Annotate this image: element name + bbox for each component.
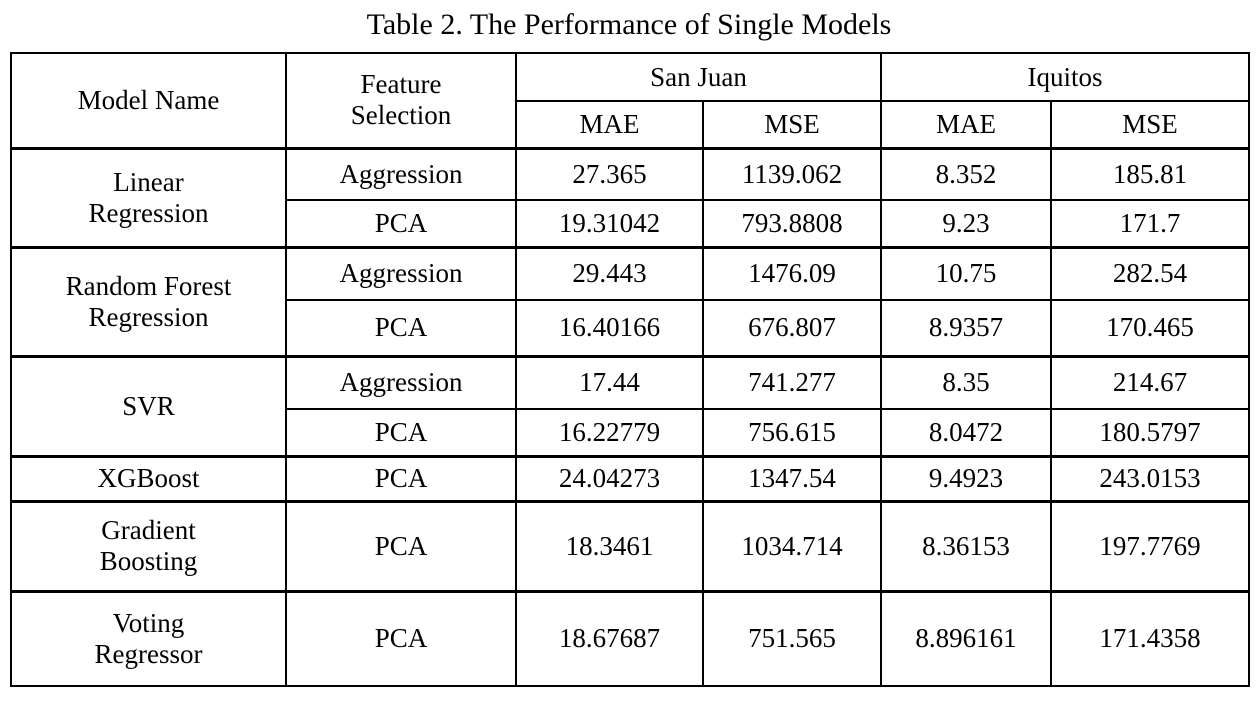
model-name-line: Random Forest xyxy=(65,270,232,301)
san-juan-mae-cell: 16.40166 xyxy=(515,299,704,357)
model-name-cell: Linear Regression xyxy=(10,146,287,248)
model-name-line: Gradient xyxy=(101,515,196,545)
iquitos-mae-cell: 8.36153 xyxy=(880,499,1052,592)
san-juan-mse-cell: 741.277 xyxy=(702,354,882,410)
iquitos-mae-cell: 8.0472 xyxy=(880,408,1052,457)
header-row-groups: Model Name Feature Selection San Juan Iq… xyxy=(10,52,1251,149)
model-name-line: Boosting xyxy=(99,546,198,576)
table-caption: Table 2. The Performance of Single Model… xyxy=(366,8,892,41)
san-juan-mae-cell: 29.443 xyxy=(515,245,704,301)
iquitos-mse-cell: 171.7 xyxy=(1049,199,1251,248)
header-san-juan: San Juan xyxy=(515,52,882,102)
iquitos-mae-cell: 8.896161 xyxy=(880,589,1052,687)
iquitos-mae-cell: 8.35 xyxy=(880,354,1052,410)
iquitos-mse-cell: 197.7769 xyxy=(1049,499,1251,592)
san-juan-mae-cell: 18.67687 xyxy=(515,589,704,687)
header-model-name: Model Name xyxy=(10,52,287,149)
san-juan-mse-cell: 756.615 xyxy=(702,408,882,457)
header-row-metrics: MAE MSE MAE MSE xyxy=(11,100,1251,149)
table-row: Linear Regression Aggression 27.365 1139… xyxy=(10,146,1251,248)
model-name-line: Linear xyxy=(113,166,184,197)
performance-table: Model Name Feature Selection San Juan Iq… xyxy=(10,52,1251,687)
san-juan-mae-cell: 19.31042 xyxy=(515,199,704,248)
table-row: PCA 16.22779 756.615 8.0472 180.5797 xyxy=(11,408,1251,457)
san-juan-mse-cell: 1034.714 xyxy=(702,499,882,592)
san-juan-mae-cell: 17.44 xyxy=(515,354,704,410)
model-name-cell: XGBoost xyxy=(10,454,287,502)
san-juan-mae-cell: 24.04273 xyxy=(515,454,704,502)
header-san-juan-mae: MAE xyxy=(515,100,704,149)
iquitos-mae-cell: 10.75 xyxy=(880,245,1052,301)
feature-selection-cell: Aggression xyxy=(285,146,517,201)
iquitos-mse-cell: 180.5797 xyxy=(1049,408,1251,457)
iquitos-mse-cell: 171.4358 xyxy=(1049,589,1251,687)
iquitos-mae-cell: 9.4923 xyxy=(880,454,1052,502)
iquitos-mae-cell: 9.23 xyxy=(880,199,1052,248)
model-name-cell: Gradient Boosting xyxy=(10,499,287,592)
model-name-line: Voting xyxy=(112,607,185,638)
iquitos-mse-cell: 214.67 xyxy=(1049,354,1251,410)
iquitos-mse-cell: 282.54 xyxy=(1049,245,1251,301)
feature-selection-cell: PCA xyxy=(285,454,517,502)
san-juan-mae-cell: 16.22779 xyxy=(515,408,704,457)
san-juan-mae-cell: 18.3461 xyxy=(515,499,704,592)
model-name-line: Regressor xyxy=(94,638,203,669)
model-name-line: Regression xyxy=(88,197,209,228)
model-name-cell: Random Forest Regression xyxy=(10,245,287,357)
san-juan-mse-cell: 1139.062 xyxy=(702,146,882,201)
header-iquitos-mae: MAE xyxy=(880,100,1052,149)
header-san-juan-mse: MSE xyxy=(702,100,882,149)
feature-selection-cell: Aggression xyxy=(285,354,517,410)
table-row: Voting Regressor PCA 18.67687 751.565 8.… xyxy=(10,589,1251,687)
san-juan-mse-cell: 1476.09 xyxy=(702,245,882,301)
header-feature-selection-line1: Feature xyxy=(360,69,442,100)
table-row: XGBoost PCA 24.04273 1347.54 9.4923 243.… xyxy=(10,454,1251,502)
iquitos-mae-cell: 8.352 xyxy=(880,146,1052,201)
model-name-cell: SVR xyxy=(10,354,287,457)
feature-selection-cell: PCA xyxy=(285,499,517,592)
san-juan-mse-cell: 676.807 xyxy=(702,299,882,357)
header-iquitos-mse: MSE xyxy=(1049,100,1251,149)
san-juan-mse-cell: 793.8808 xyxy=(702,199,882,248)
table-row: Gradient Boosting PCA 18.3461 1034.714 8… xyxy=(10,499,1251,592)
header-feature-selection: Feature Selection xyxy=(285,52,517,149)
san-juan-mse-cell: 1347.54 xyxy=(702,454,882,502)
san-juan-mae-cell: 27.365 xyxy=(515,146,704,201)
feature-selection-cell: PCA xyxy=(285,199,517,248)
feature-selection-cell: PCA xyxy=(285,589,517,687)
feature-selection-cell: PCA xyxy=(285,408,517,457)
model-name-line: Regression xyxy=(88,301,209,332)
feature-selection-cell: PCA xyxy=(285,299,517,357)
table-row: PCA 19.31042 793.8808 9.23 171.7 xyxy=(11,199,1251,248)
model-name-cell: Voting Regressor xyxy=(10,589,287,687)
iquitos-mse-cell: 170.465 xyxy=(1049,299,1251,357)
header-iquitos: Iquitos xyxy=(879,52,1251,102)
feature-selection-cell: Aggression xyxy=(285,245,517,301)
table-row: SVR Aggression 17.44 741.277 8.35 214.67 xyxy=(10,354,1251,457)
iquitos-mae-cell: 8.9357 xyxy=(880,299,1052,357)
iquitos-mse-cell: 243.0153 xyxy=(1049,454,1251,502)
header-feature-selection-line2: Selection xyxy=(350,100,452,131)
table-row: Random Forest Regression Aggression 29.4… xyxy=(10,245,1251,357)
san-juan-mse-cell: 751.565 xyxy=(702,589,882,687)
iquitos-mse-cell: 185.81 xyxy=(1049,146,1251,201)
table-row: PCA 16.40166 676.807 8.9357 170.465 xyxy=(11,299,1251,357)
model-name-line: SVR xyxy=(122,390,175,421)
